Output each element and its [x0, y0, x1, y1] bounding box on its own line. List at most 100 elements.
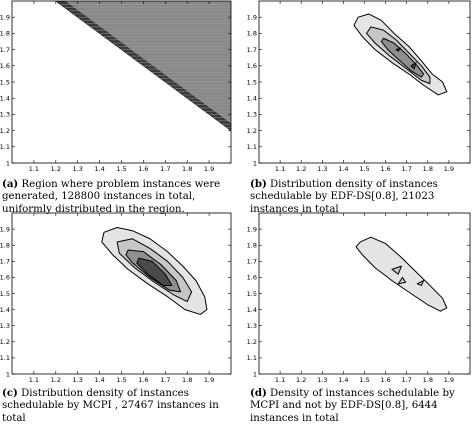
x-tick-label: 1.5 — [116, 165, 126, 173]
plot-b: 1.1 1.2 1.3 1.4 1.5 1.6 1.7 1.8 1.9 1 1.1 1.2 1.3 1.4… — [247, 0, 471, 173]
y-tick-label: 1.5 — [247, 290, 257, 298]
y-tick-label: 1.8 — [247, 242, 257, 250]
caption-d-label: (d) — [250, 387, 267, 399]
y-tick-label: 1.4 — [247, 306, 257, 314]
x-tick-label: 1.8 — [423, 376, 433, 384]
y-tick-label: 1.3 — [247, 111, 257, 119]
caption-a-label: (a) — [2, 178, 19, 190]
y-tick-label: 1.8 — [247, 30, 257, 38]
y-tick-label: 1.4 — [247, 95, 257, 103]
y-tick-label: 1.4 — [0, 95, 10, 103]
caption-a: (a) Region where problem instances were … — [2, 178, 238, 216]
y-tick-label: 1.4 — [0, 306, 10, 314]
y-tick-label: 1 — [253, 159, 257, 167]
y-tick-label: 1.1 — [0, 354, 10, 362]
x-tick-label: 1.7 — [402, 376, 412, 384]
contour-level-0 — [355, 236, 448, 312]
x-tick-label: 1.1 — [29, 376, 39, 384]
plot-d: 1.1 1.2 1.3 1.4 1.5 1.6 1.7 1.8 1.9 1 1.1 1.2 1.3 1.4… — [247, 212, 471, 384]
caption-c-text: Distribution density of instances schedu… — [2, 388, 219, 424]
y-tick-label: 1.2 — [0, 338, 10, 346]
plot-a: 1.1 1.2 1.3 1.4 1.5 1.6 1.7 1.8 1.9 1 1.1 1.2 1.3 1.4… — [0, 0, 232, 173]
x-tick-label: 1.4 — [94, 165, 104, 173]
region-boundary-line — [59, 1, 231, 129]
y-tick-label: 1 — [253, 370, 257, 378]
contour-level-3 — [416, 280, 425, 286]
x-tick-label: 1.3 — [317, 376, 327, 384]
caption-b-text: Distribution density of instances schedu… — [250, 179, 438, 215]
x-tick-label: 1.7 — [160, 376, 170, 384]
x-tick-label: 1.9 — [444, 376, 454, 384]
x-tick-label: 1.1 — [275, 376, 285, 384]
y-tick-label: 1.3 — [0, 111, 10, 119]
y-tick-label: 1.7 — [247, 258, 257, 266]
y-tick-label: 1.9 — [0, 225, 10, 233]
x-tick-label: 1.7 — [402, 165, 412, 173]
x-tick-label: 1.6 — [138, 376, 148, 384]
contour-level-3 — [136, 257, 173, 286]
y-tick-label: 1.2 — [247, 127, 257, 135]
x-tick-label: 1.9 — [204, 376, 214, 384]
y-tick-label: 1.6 — [0, 274, 10, 282]
x-tick-label: 1.5 — [359, 165, 369, 173]
y-tick-label: 1.5 — [0, 290, 10, 298]
y-tick-label: 1.3 — [247, 322, 257, 330]
x-tick-label: 1.3 — [317, 165, 327, 173]
y-tick-label: 1.1 — [247, 143, 257, 151]
y-tick-label: 1.2 — [247, 338, 257, 346]
y-tick-label: 1.6 — [247, 274, 257, 282]
y-tick-label: 1.9 — [247, 225, 257, 233]
y-tick-label: 1.7 — [0, 46, 10, 54]
plot-area — [101, 226, 208, 315]
caption-d-text: Density of instances schedulable by MCPI… — [250, 388, 455, 424]
x-tick-label: 1.2 — [51, 376, 61, 384]
x-tick-label: 1.8 — [182, 165, 192, 173]
x-tick-label: 1.5 — [359, 376, 369, 384]
y-tick-label: 1 — [6, 159, 10, 167]
x-tick-label: 1.5 — [116, 376, 126, 384]
caption-c-label: (c) — [2, 387, 18, 399]
y-tick-label: 1.6 — [0, 62, 10, 70]
x-tick-label: 1.1 — [29, 165, 39, 173]
caption-b-label: (b) — [250, 178, 267, 190]
caption-b: (b) Distribution density of instances sc… — [250, 178, 472, 216]
plot-c: 1.1 1.2 1.3 1.4 1.5 1.6 1.7 1.8 1.9 1 1.1 1.2 1.3 1.4… — [0, 212, 232, 384]
y-tick-label: 1.8 — [0, 30, 10, 38]
plot-area — [353, 13, 448, 96]
x-tick-label: 1.9 — [204, 165, 214, 173]
x-tick-label: 1.4 — [338, 165, 348, 173]
x-tick-label: 1.6 — [380, 376, 390, 384]
caption-c: (c) Distribution density of instances sc… — [2, 387, 238, 425]
x-tick-label: 1.8 — [182, 376, 192, 384]
caption-a-text: Region where problem instances were gene… — [2, 179, 221, 215]
contour-level-2 — [397, 276, 407, 285]
figure-canvas: 1.1 1.2 1.3 1.4 1.5 1.6 1.7 1.8 1.9 1 1.1 1.2 1.3 1.4… — [0, 0, 471, 384]
y-tick-label: 1.7 — [0, 258, 10, 266]
y-tick-label: 1.1 — [0, 143, 10, 151]
contour-level-3 — [395, 47, 401, 52]
x-tick-label: 1.4 — [338, 376, 348, 384]
x-tick-label: 1.6 — [138, 165, 148, 173]
y-tick-label: 1.8 — [0, 242, 10, 250]
x-tick-label: 1.6 — [380, 165, 390, 173]
x-tick-label: 1.7 — [160, 165, 170, 173]
region-boundary-line — [60, 1, 231, 128]
plot-area — [55, 1, 231, 131]
y-tick-label: 1.9 — [0, 14, 10, 22]
y-tick-label: 1.7 — [247, 46, 257, 54]
y-tick-label: 1.5 — [0, 78, 10, 86]
y-tick-label: 1.6 — [247, 62, 257, 70]
x-tick-label: 1.4 — [94, 376, 104, 384]
y-tick-label: 1.1 — [247, 354, 257, 362]
y-tick-label: 1.9 — [247, 14, 257, 22]
y-tick-label: 1.2 — [0, 127, 10, 135]
contour-level-4 — [410, 62, 417, 70]
x-tick-label: 1.8 — [423, 165, 433, 173]
caption-d: (d) Density of instances schedulable by … — [250, 387, 472, 425]
x-tick-label: 1.9 — [444, 165, 454, 173]
x-tick-label: 1.2 — [51, 165, 61, 173]
contour-level-1 — [391, 265, 402, 275]
x-tick-label: 1.3 — [73, 376, 83, 384]
y-tick-label: 1.3 — [0, 322, 10, 330]
x-tick-label: 1.3 — [73, 165, 83, 173]
